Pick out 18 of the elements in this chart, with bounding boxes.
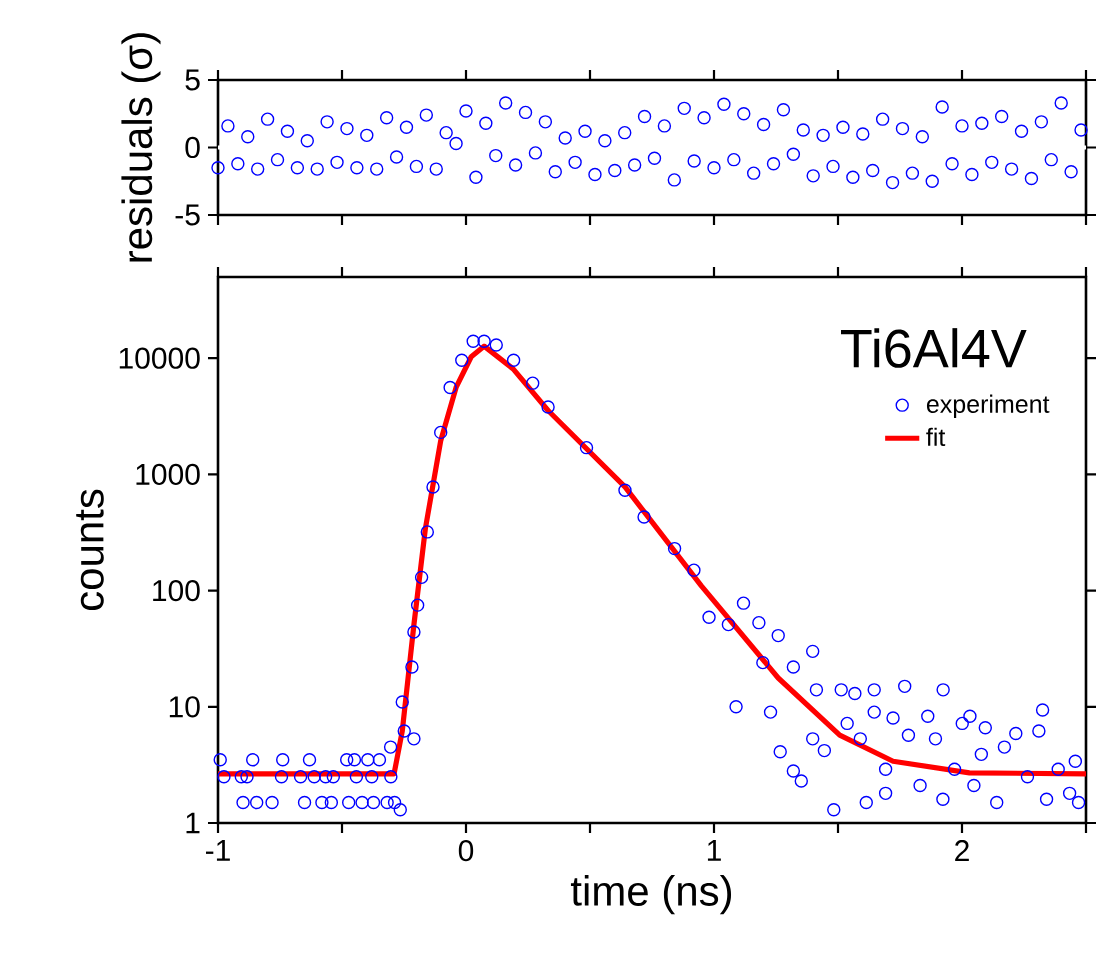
x-tick-label: 1: [707, 840, 721, 861]
legend-label: experiment: [926, 394, 1050, 418]
y-axis-title: counts: [76, 489, 104, 611]
x-tick-label: 0: [458, 840, 474, 862]
y-tick-label: 0: [185, 136, 200, 159]
annotation: Ti6Al4V: [841, 328, 1027, 368]
y-tick-label: 1: [186, 812, 200, 834]
y-tick-label: 10000: [119, 347, 200, 369]
y-axis-title: residuals (σ): [121, 33, 161, 262]
legend-label: fit: [926, 427, 946, 447]
y-tick-label: -5: [175, 204, 200, 226]
x-axis-title: time (ns): [570, 875, 732, 915]
x-tick-label: 2: [955, 840, 969, 862]
y-tick-label: 1000: [136, 463, 200, 486]
y-tick-label: 5: [185, 69, 200, 91]
x-tick-label: -1: [205, 840, 230, 861]
y-tick-label: 100: [153, 579, 200, 602]
y-tick-label: 10: [169, 696, 200, 718]
